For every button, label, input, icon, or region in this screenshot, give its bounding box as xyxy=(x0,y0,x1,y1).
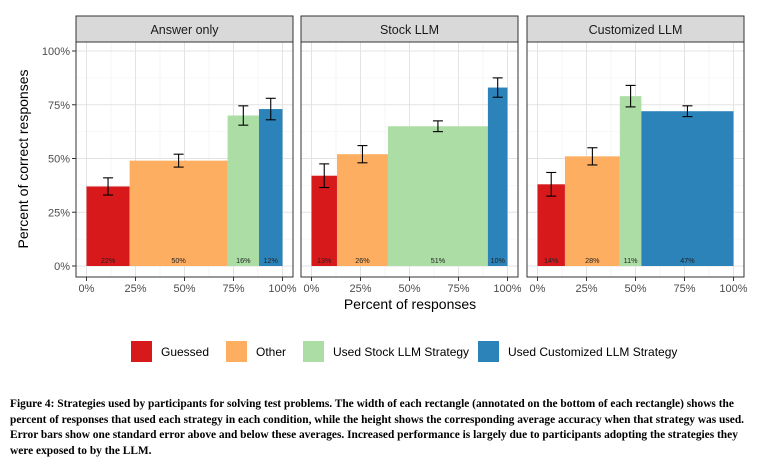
x-tick-label: 75% xyxy=(673,283,695,295)
legend-key xyxy=(303,341,324,362)
y-tick-label: 50% xyxy=(48,154,70,166)
bar xyxy=(387,126,488,266)
y-tick-label: 0% xyxy=(54,261,70,273)
x-tick-label: 100% xyxy=(268,283,296,295)
bar xyxy=(129,160,228,266)
legend-label: Used Stock LLM Strategy xyxy=(333,345,469,359)
legend-label: Used Customized LLM Strategy xyxy=(508,345,677,359)
x-tick-label: 50% xyxy=(624,283,646,295)
x-tick-label: 0% xyxy=(304,283,320,295)
bar xyxy=(564,156,620,266)
bar-width-label: 12% xyxy=(264,256,279,265)
bar-width-label: 28% xyxy=(585,256,600,265)
y-tick-label: 25% xyxy=(48,207,70,219)
bar-width-label: 13% xyxy=(317,256,332,265)
bar xyxy=(336,154,388,266)
y-tick-label: 75% xyxy=(48,100,70,112)
x-tick-label: 25% xyxy=(124,283,146,295)
bar-width-label: 47% xyxy=(680,256,695,265)
figure-caption-text: Figure 4: Strategies used by participant… xyxy=(10,398,745,457)
x-tick-label: 100% xyxy=(719,283,747,295)
x-tick-label: 0% xyxy=(79,283,95,295)
bar xyxy=(619,96,642,267)
legend-label: Guessed xyxy=(161,345,209,359)
bar xyxy=(487,87,508,266)
x-tick-label: 25% xyxy=(349,283,371,295)
bar-width-label: 16% xyxy=(236,256,251,265)
x-tick-label: 100% xyxy=(493,283,521,295)
bar xyxy=(86,186,130,266)
facet-title: Stock LLM xyxy=(380,23,439,37)
bar xyxy=(258,109,283,266)
bar-width-label: 26% xyxy=(355,256,370,265)
bar-width-label: 22% xyxy=(101,256,116,265)
legend-key xyxy=(226,341,247,362)
faceted-strategy-chart: 22% 50% 16% 12% Answer only 0% 25% 50% 75% 100% 13… xyxy=(15,15,748,362)
y-axis-title: Percent of correct responses xyxy=(15,70,31,249)
y-tick-label: 100% xyxy=(42,46,70,58)
bar xyxy=(227,115,259,266)
x-tick-label: 75% xyxy=(222,283,244,295)
bar-width-label: 14% xyxy=(544,256,559,265)
bar xyxy=(641,111,734,266)
facet-strip xyxy=(526,15,745,43)
x-tick-label: 25% xyxy=(575,283,597,295)
facet-strip xyxy=(300,15,519,43)
x-tick-label: 0% xyxy=(530,283,546,295)
facet-title: Answer only xyxy=(150,23,219,37)
legend-label: Other xyxy=(256,345,286,359)
legend-key xyxy=(131,341,152,362)
x-tick-label: 50% xyxy=(173,283,195,295)
bar xyxy=(311,175,337,266)
x-tick-label: 50% xyxy=(398,283,420,295)
bar-width-label: 10% xyxy=(491,256,506,265)
facet-title: Customized LLM xyxy=(589,23,683,37)
x-axis-title: Percent of responses xyxy=(344,296,476,312)
bar-width-label: 50% xyxy=(171,256,186,265)
bar xyxy=(537,184,565,266)
legend-key xyxy=(478,341,499,362)
x-tick-label: 75% xyxy=(447,283,469,295)
facet-strip xyxy=(75,15,294,43)
bar-width-label: 11% xyxy=(624,256,638,265)
bar-width-label: 51% xyxy=(431,256,446,265)
figure-caption: Figure 4: Strategies used by participant… xyxy=(10,397,762,459)
